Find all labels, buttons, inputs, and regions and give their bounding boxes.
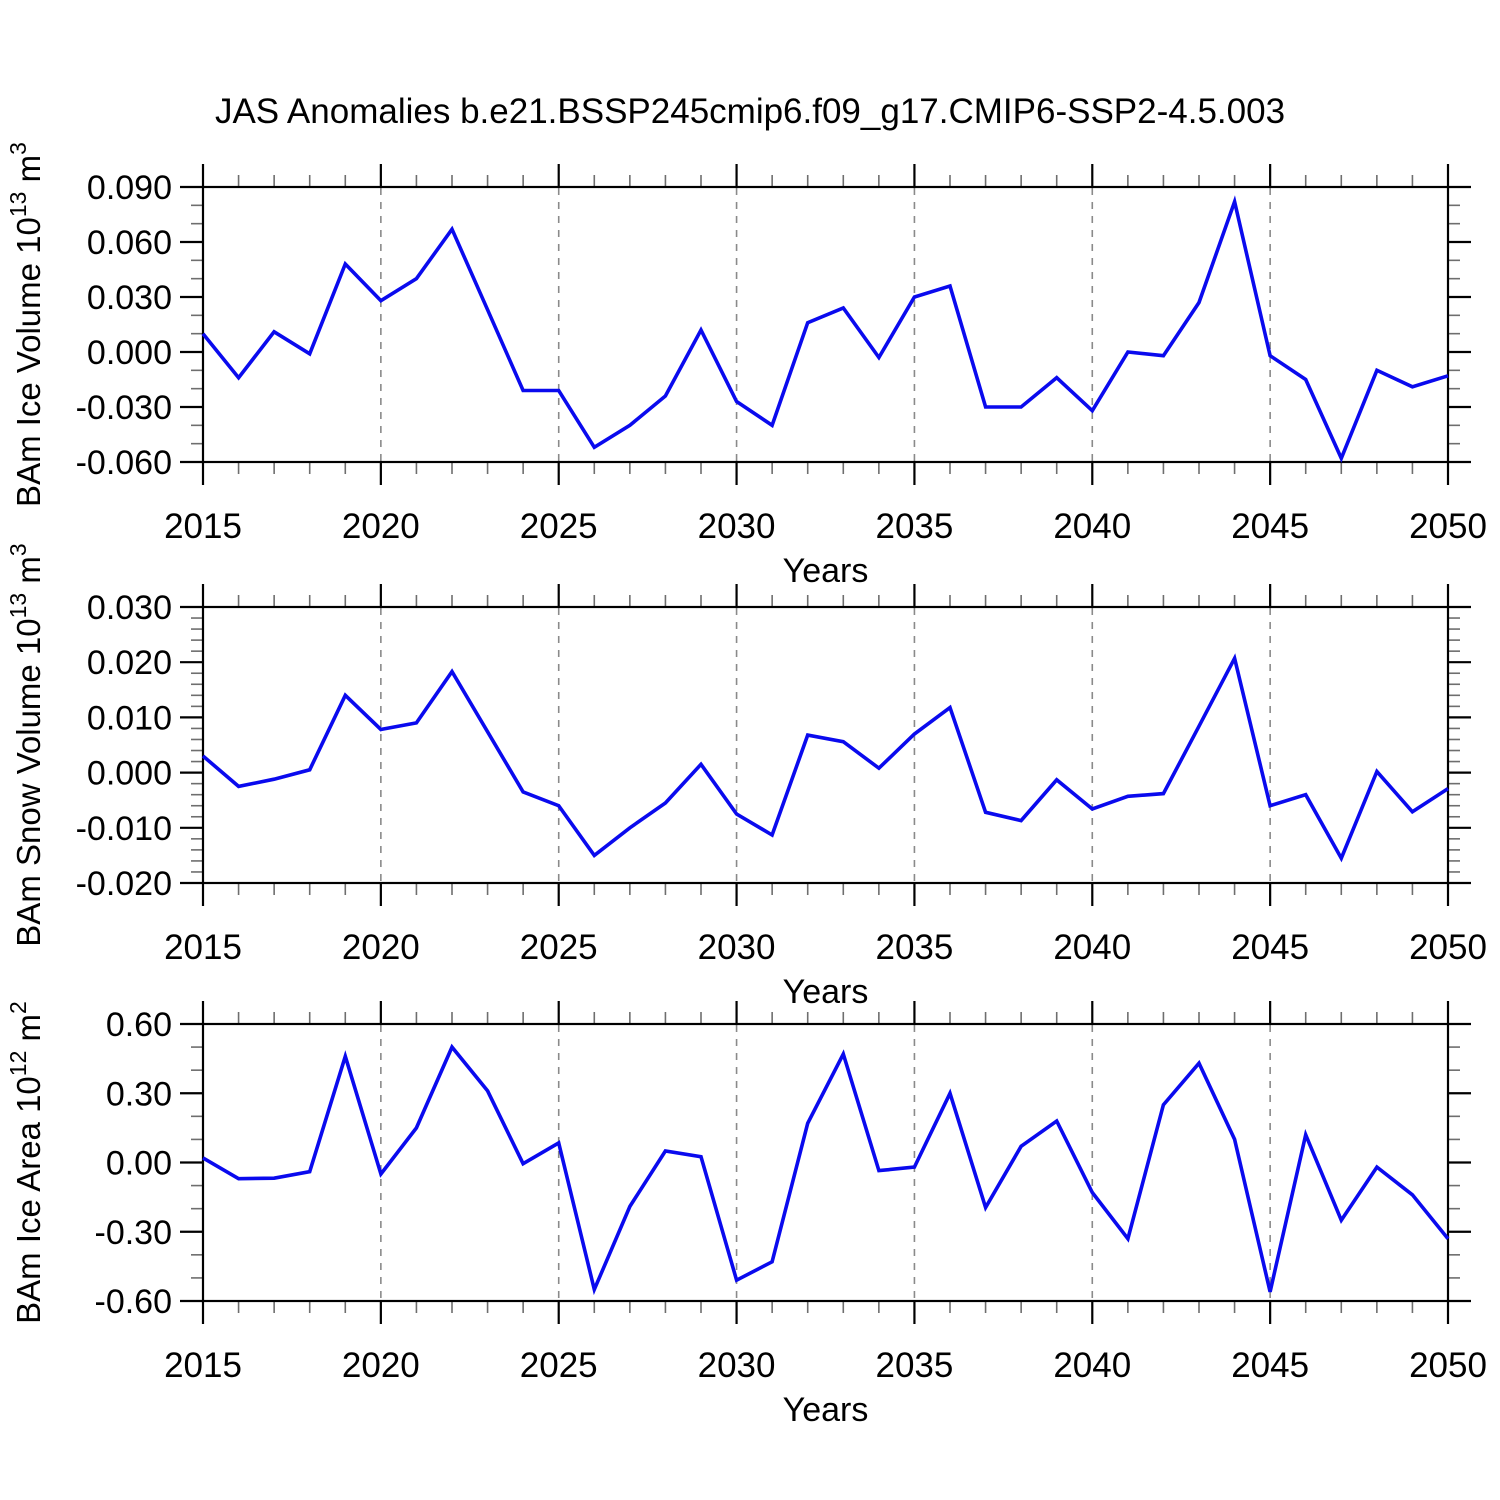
- y-tick-label: 0.030: [87, 279, 172, 317]
- label-text: BAm Ice Volume 10: [10, 217, 47, 507]
- x-tick-label: 2030: [698, 507, 776, 546]
- x-tick-label: 2030: [698, 928, 776, 967]
- y-tick-label: 0.010: [87, 699, 172, 737]
- x-tick-label: 2020: [342, 1346, 420, 1385]
- x-tick-label: 2035: [875, 1346, 953, 1385]
- y-tick-label: 0.60: [106, 1006, 172, 1044]
- x-tick-label: 2045: [1231, 507, 1309, 546]
- label-text: BAm Snow Volume 10: [10, 618, 47, 946]
- y-tick-label: 0.000: [87, 755, 172, 793]
- y-tick-label: -0.060: [76, 444, 172, 482]
- x-tick-label: 2025: [520, 928, 598, 967]
- panel-bam-ice-area: 0.60 0.30 0.00 -0.30 -0.60 2015 2020 2025 2030 20…: [5, 1001, 1487, 1429]
- bam-snow-volume-line: [201, 653, 1449, 863]
- bam-ice-volume-line: [201, 195, 1449, 463]
- label-text: m: [10, 155, 47, 192]
- x-tick-label: 2015: [164, 1346, 242, 1385]
- x-tick-label: 2035: [875, 928, 953, 967]
- y-tick-label: 0.060: [87, 224, 172, 262]
- superscript: 3: [5, 543, 31, 556]
- y-tick-label: -0.020: [76, 865, 172, 903]
- y-tick-label: -0.010: [76, 810, 172, 848]
- plot-frame: [201, 1022, 1450, 1303]
- y-tick-label: -0.030: [76, 389, 172, 427]
- y-axis-title-bam-ice-area: BAm Ice Area 1012 m2: [5, 1001, 47, 1324]
- y-tick-label: 0.000: [87, 334, 172, 372]
- x-tick-label: 2050: [1409, 928, 1487, 967]
- plot-frame: [201, 185, 1450, 464]
- x-tick-label: 2030: [698, 1346, 776, 1385]
- y-tick-label: 0.020: [87, 644, 172, 682]
- superscript: 13: [5, 593, 31, 619]
- panel-bam-ice-volume: 0.090 0.060 0.030 0.000 -0.030 -0.060 2015 2020…: [5, 142, 1487, 590]
- y-tick-label: 0.090: [87, 169, 172, 207]
- x-tick-label: 2050: [1409, 1346, 1487, 1385]
- x-tick-label: 2040: [1053, 507, 1131, 546]
- superscript: 3: [5, 142, 31, 155]
- y-tick-label: 0.030: [87, 589, 172, 627]
- x-tick-label: 2015: [164, 507, 242, 546]
- x-tick-label: 2050: [1409, 507, 1487, 546]
- y-tick-label: 0.30: [106, 1075, 172, 1113]
- x-tick-label: 2040: [1053, 928, 1131, 967]
- label-text: m: [10, 556, 47, 593]
- y-axis-title-bam-ice-volume: BAm Ice Volume 1013 m3: [5, 142, 47, 507]
- superscript: 13: [5, 192, 31, 218]
- x-tick-label: 2035: [875, 507, 953, 546]
- x-tick-label: 2020: [342, 928, 420, 967]
- plot-frame: [201, 605, 1450, 885]
- x-tick-label: 2015: [164, 928, 242, 967]
- x-axis-title: Years: [783, 973, 869, 1011]
- x-tick-label: 2040: [1053, 1346, 1131, 1385]
- x-tick-label: 2020: [342, 507, 420, 546]
- bam-ice-area-line: [202, 1043, 1450, 1296]
- superscript: 2: [5, 1001, 31, 1014]
- panel-bam-snow-volume: 0.030 0.020 0.010 0.000 -0.010 -0.020 2015 2020…: [5, 543, 1487, 1011]
- y-tick-label: 0.00: [106, 1145, 172, 1183]
- x-tick-label: 2025: [520, 507, 598, 546]
- y-tick-label: -0.30: [95, 1214, 173, 1252]
- chart-title: JAS Anomalies b.e21.BSSP245cmip6.f09_g17…: [214, 92, 1286, 131]
- label-text: BAm Ice Area 10: [10, 1076, 47, 1324]
- x-axis-title: Years: [783, 552, 869, 590]
- x-tick-label: 2045: [1231, 1346, 1309, 1385]
- label-text: m: [10, 1014, 47, 1051]
- superscript: 12: [5, 1051, 31, 1077]
- y-tick-label: -0.60: [95, 1283, 173, 1321]
- y-axis-title-bam-snow-volume: BAm Snow Volume 1013 m3: [5, 543, 47, 946]
- x-axis-title: Years: [783, 1391, 869, 1429]
- x-tick-label: 2045: [1231, 928, 1309, 967]
- x-tick-label: 2025: [520, 1346, 598, 1385]
